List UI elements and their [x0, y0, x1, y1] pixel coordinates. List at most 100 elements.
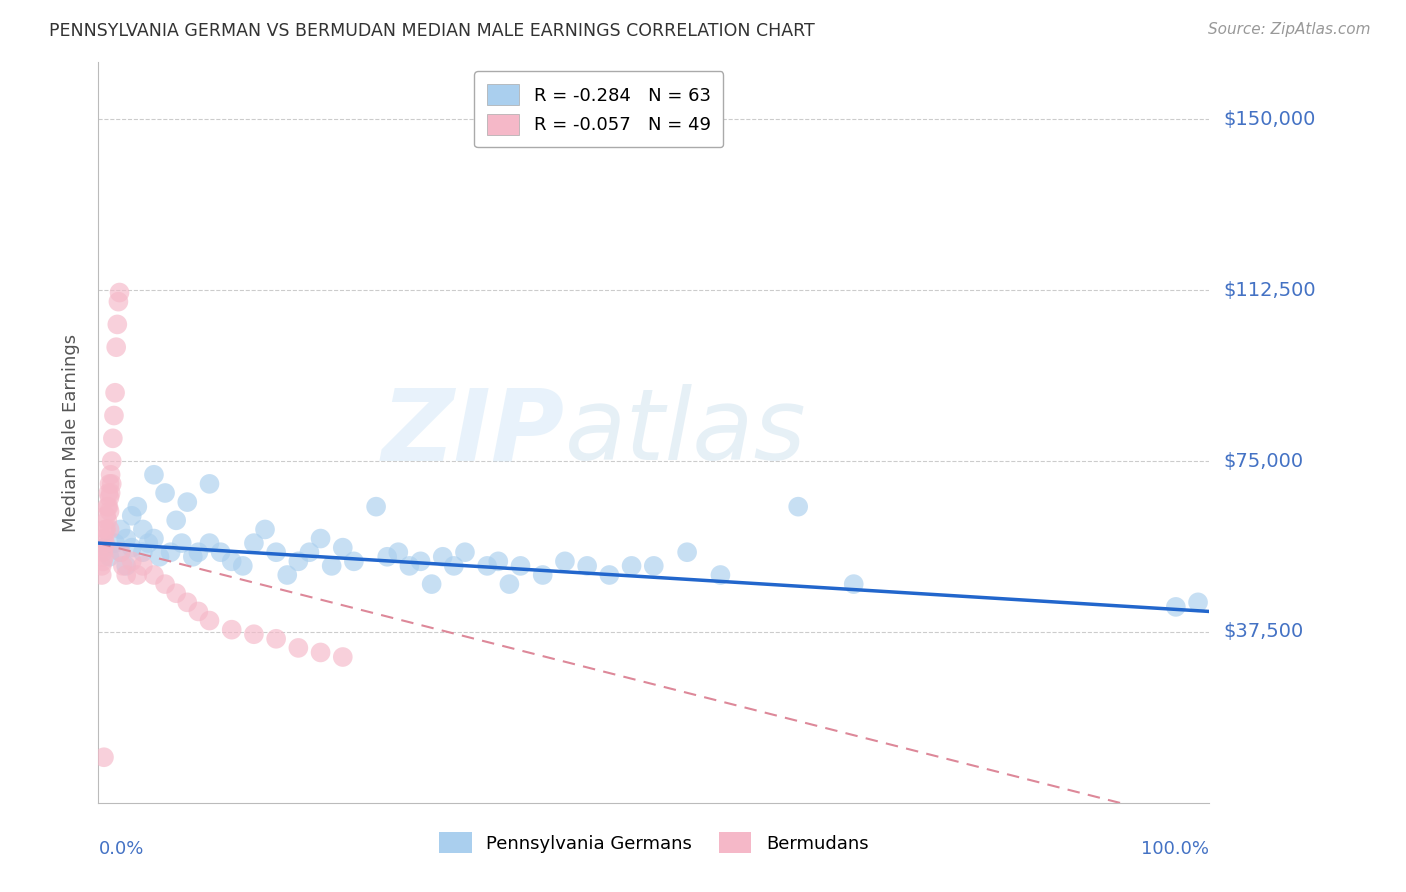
Point	[94, 523, 117, 537]
Point	[170, 536, 193, 550]
Point	[93, 750, 115, 764]
Point	[787, 500, 810, 514]
Point	[420, 577, 443, 591]
Point	[108, 285, 131, 300]
Point	[96, 513, 118, 527]
Point	[264, 545, 287, 559]
Point	[104, 385, 127, 400]
Legend: Pennsylvania Germans, Bermudans: Pennsylvania Germans, Bermudans	[432, 825, 876, 861]
Point	[253, 523, 276, 537]
Point	[165, 586, 187, 600]
Point	[115, 568, 138, 582]
Point	[187, 545, 209, 559]
Point	[90, 568, 112, 582]
Point	[98, 476, 121, 491]
Point	[93, 549, 115, 564]
Point	[96, 508, 118, 523]
Point	[221, 623, 243, 637]
Point	[93, 532, 115, 546]
Point	[90, 558, 112, 573]
Point	[198, 614, 221, 628]
Point	[321, 558, 343, 573]
Text: $150,000: $150,000	[1223, 110, 1316, 128]
Point	[366, 500, 388, 514]
Point	[103, 409, 125, 423]
Point	[198, 536, 221, 550]
Text: PENNSYLVANIA GERMAN VS BERMUDAN MEDIAN MALE EARNINGS CORRELATION CHART: PENNSYLVANIA GERMAN VS BERMUDAN MEDIAN M…	[49, 22, 815, 40]
Point	[498, 577, 520, 591]
Point	[98, 523, 121, 537]
Point	[107, 294, 129, 309]
Text: $112,500: $112,500	[1223, 281, 1316, 300]
Point	[432, 549, 454, 564]
Point	[676, 545, 699, 559]
Point	[121, 508, 143, 523]
Point	[276, 568, 298, 582]
Point	[221, 554, 243, 568]
Text: 0.0%: 0.0%	[98, 840, 143, 858]
Point	[97, 486, 120, 500]
Point	[375, 549, 398, 564]
Point	[409, 554, 432, 568]
Point	[198, 476, 221, 491]
Text: atlas: atlas	[565, 384, 807, 481]
Point	[148, 549, 170, 564]
Point	[100, 486, 122, 500]
Point	[243, 627, 266, 641]
Text: $75,000: $75,000	[1223, 451, 1303, 471]
Point	[121, 541, 143, 555]
Text: Source: ZipAtlas.com: Source: ZipAtlas.com	[1208, 22, 1371, 37]
Point	[643, 558, 665, 573]
Point	[343, 554, 366, 568]
Point	[104, 536, 127, 550]
Point	[98, 504, 121, 518]
Point	[332, 650, 354, 665]
Point	[127, 568, 149, 582]
Point	[153, 577, 176, 591]
Text: ZIP: ZIP	[382, 384, 565, 481]
Point	[332, 541, 354, 555]
Point	[96, 523, 118, 537]
Point	[387, 545, 409, 559]
Point	[443, 558, 465, 573]
Point	[94, 536, 117, 550]
Point	[105, 340, 128, 354]
Point	[143, 568, 166, 582]
Point	[509, 558, 531, 573]
Point	[111, 558, 134, 573]
Point	[153, 486, 176, 500]
Point	[97, 500, 120, 514]
Point	[398, 558, 420, 573]
Point	[842, 577, 865, 591]
Point	[159, 545, 181, 559]
Point	[93, 541, 115, 555]
Point	[176, 495, 198, 509]
Point	[554, 554, 576, 568]
Point	[100, 467, 122, 482]
Point	[165, 513, 187, 527]
Y-axis label: Median Male Earnings: Median Male Earnings	[62, 334, 80, 532]
Point	[115, 532, 138, 546]
Point	[454, 545, 477, 559]
Point	[143, 532, 166, 546]
Point	[143, 467, 166, 482]
Point	[93, 541, 115, 555]
Point	[98, 549, 121, 564]
Point	[127, 500, 149, 514]
Point	[110, 545, 132, 559]
Point	[264, 632, 287, 646]
Point	[91, 554, 114, 568]
Point	[232, 558, 254, 573]
Point	[101, 431, 124, 445]
Point	[115, 558, 138, 573]
Point	[1164, 599, 1187, 614]
Point	[121, 554, 143, 568]
Point	[598, 568, 620, 582]
Point	[110, 545, 132, 559]
Point	[576, 558, 599, 573]
Point	[100, 454, 122, 468]
Point	[309, 645, 332, 659]
Point	[709, 568, 731, 582]
Point	[1187, 595, 1209, 609]
Point	[620, 558, 643, 573]
